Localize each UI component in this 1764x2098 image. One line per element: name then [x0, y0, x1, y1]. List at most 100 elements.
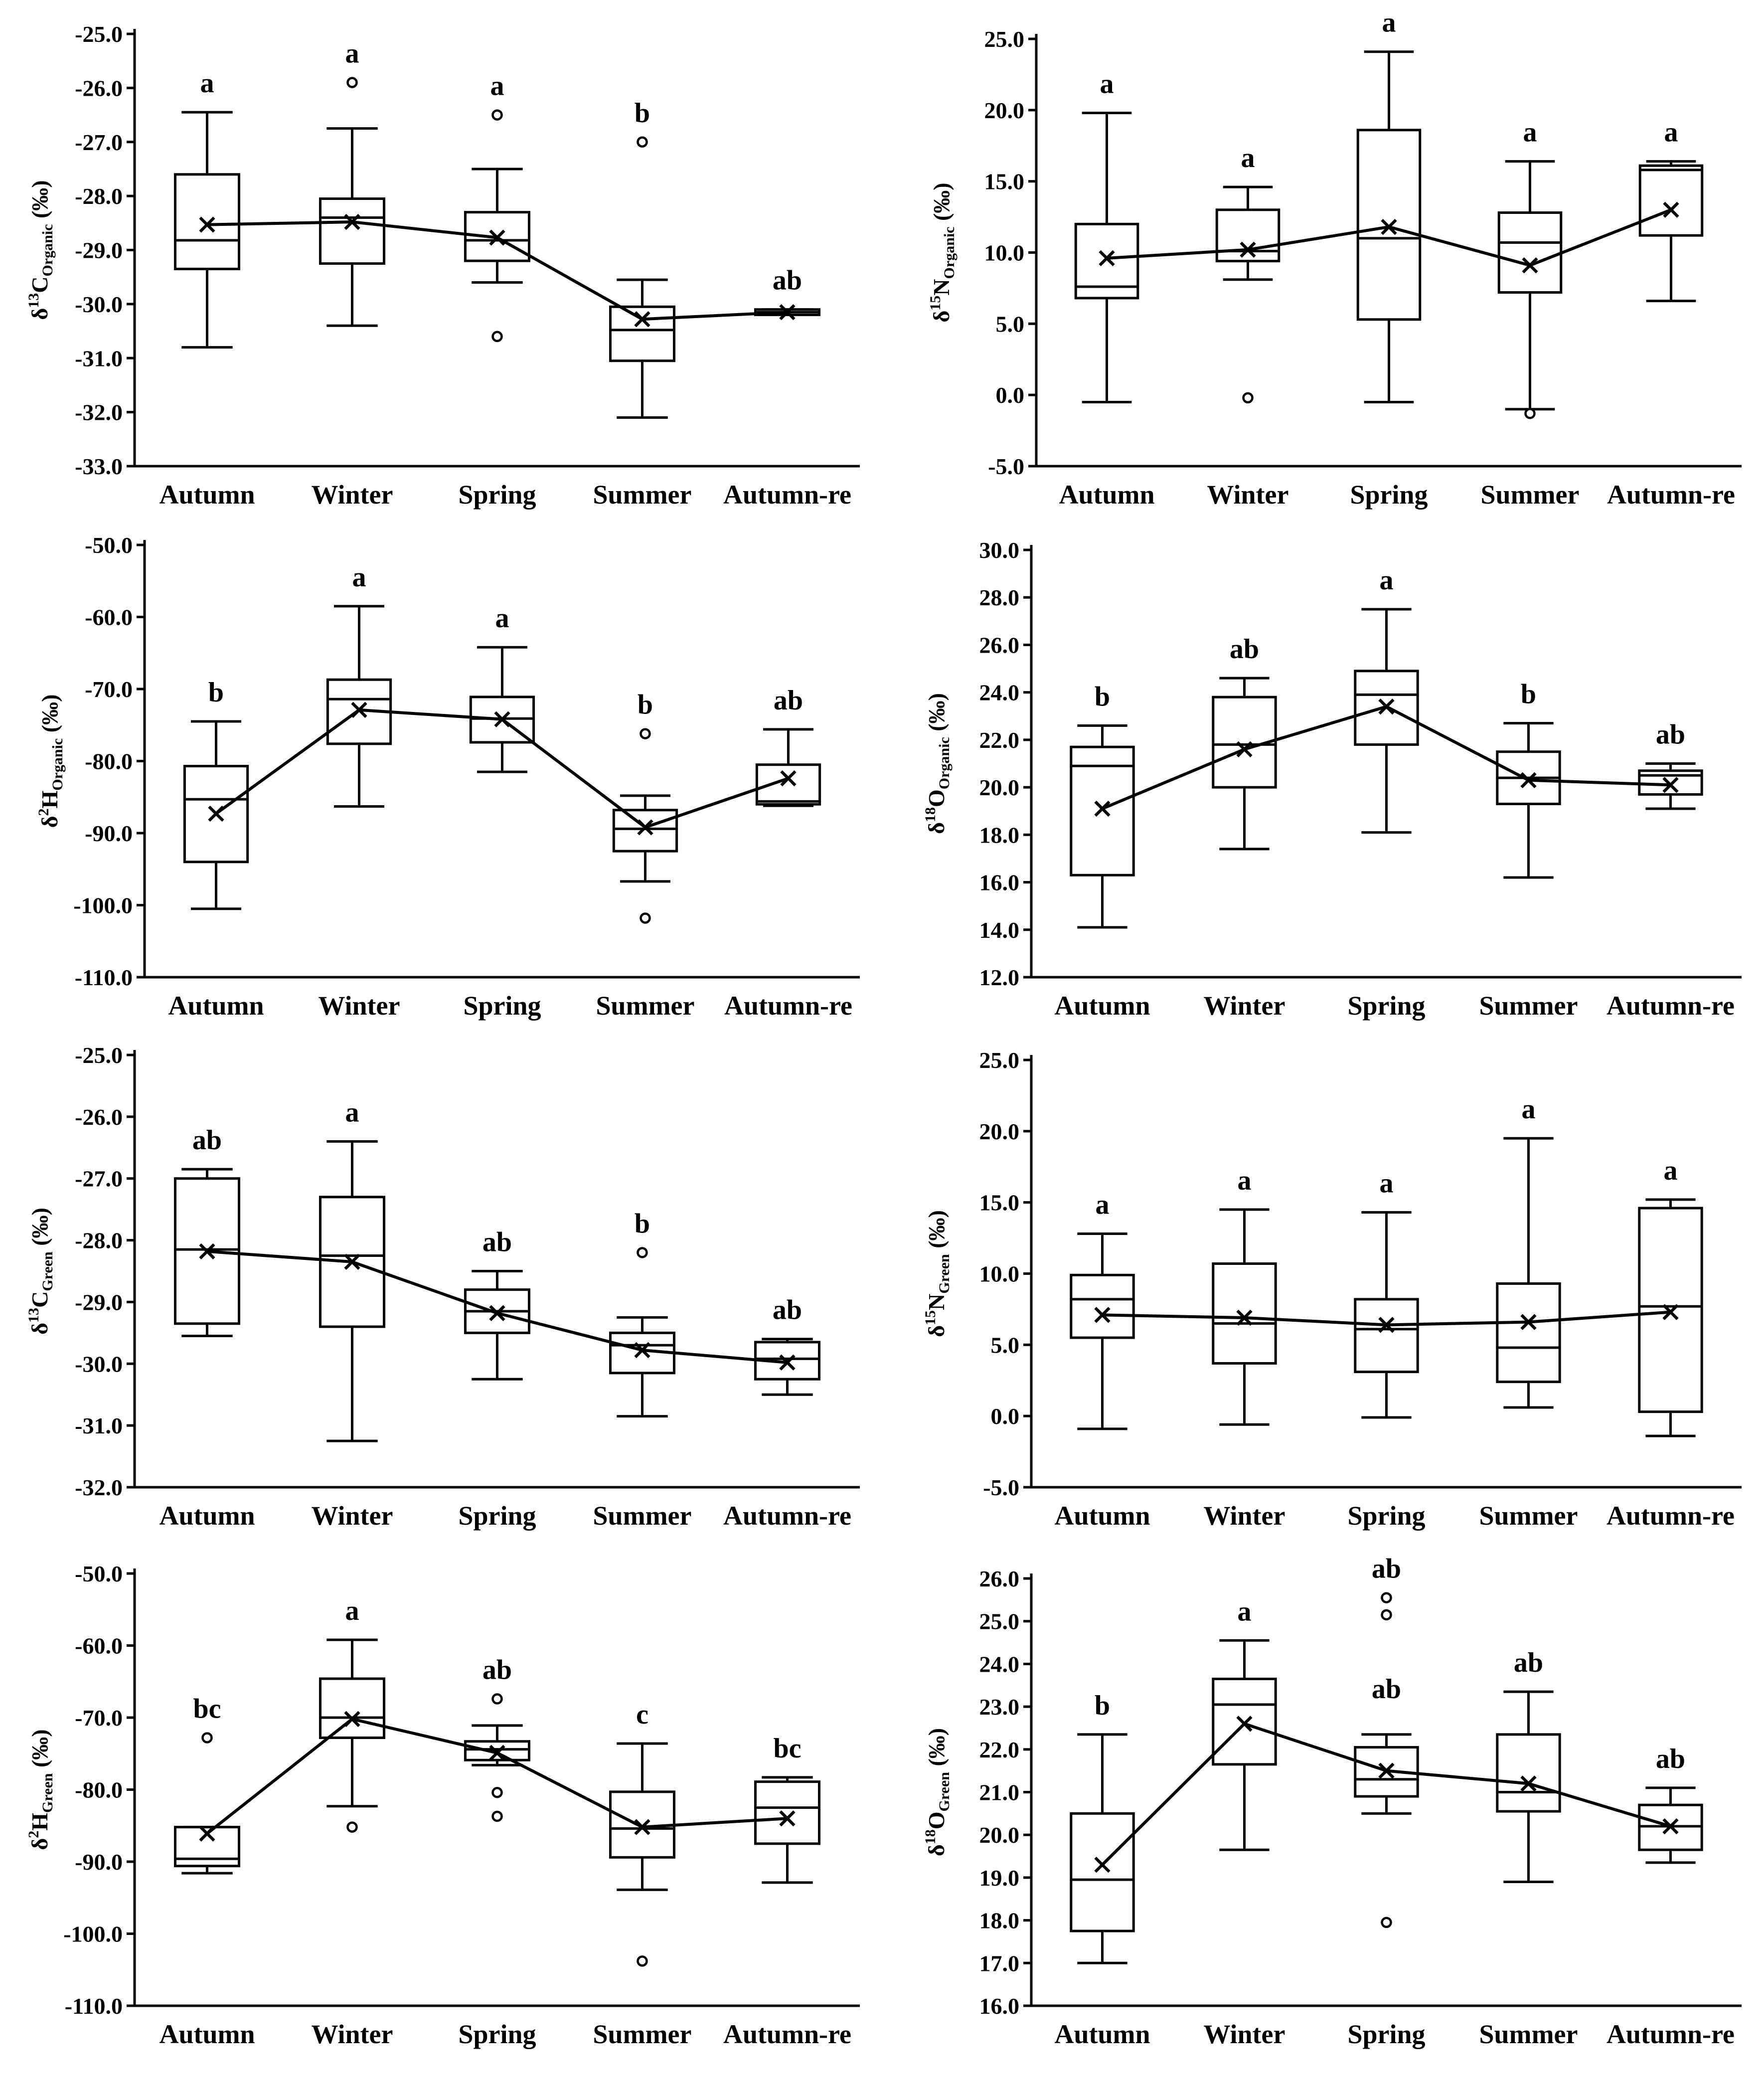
outlier-point: [1381, 1917, 1392, 1928]
y-tick-label: 14.0: [979, 917, 1020, 943]
x-category-label: Autumn: [159, 2019, 255, 2049]
y-title-prefix: δ: [924, 1325, 949, 1337]
y-tick-label: 20.0: [979, 1822, 1020, 1848]
iqr-box: [1496, 1733, 1561, 1813]
significance-letter: a: [1523, 117, 1537, 148]
box-winter: [319, 77, 386, 327]
y-tick-label: 15.0: [984, 169, 1025, 194]
x-category-label: Summer: [593, 1501, 692, 1531]
y-tick-label: -28.0: [75, 1228, 123, 1253]
y-title-unit: (‰): [27, 1208, 52, 1251]
mean-marker: [1662, 1304, 1679, 1320]
mean-marker: [1378, 1317, 1395, 1333]
box-summer: [609, 136, 676, 419]
mean-marker: [199, 1825, 215, 1842]
x-category-label: Summer: [1479, 1501, 1578, 1531]
outlier-point: [637, 1955, 648, 1967]
box-spring: [469, 646, 535, 773]
iqr-box: [1215, 208, 1281, 263]
y-title-prefix: δ: [924, 822, 949, 834]
x-category-label: Winter: [312, 2019, 393, 2049]
x-category-label: Winter: [1204, 1501, 1285, 1531]
box-winter: [1212, 677, 1277, 851]
x-category-label: Winter: [1204, 991, 1285, 1021]
y-title-unit: (‰): [924, 1728, 949, 1772]
box-summer: [1496, 1690, 1561, 1883]
outlier-point: [1242, 392, 1254, 404]
x-category-label: Summer: [593, 2019, 692, 2049]
y-tick-label: 16.0: [979, 870, 1020, 895]
x-category-label: Autumn: [1054, 991, 1150, 1021]
boxplot-panel-1: -33.0 -32.0 -31.0 -30.0 -29.0 -28.0 -27.0 -26.0…: [0, 0, 882, 519]
box-summer: [612, 728, 678, 924]
boxplot-panel-8: 16.0 17.0 18.0 19.0 20.0 21.0 22.0 23.0 24.0 25.0…: [882, 1540, 1764, 2058]
iqr-box: [1638, 164, 1704, 237]
y-tick-label: 19.0: [979, 1865, 1020, 1891]
iqr-box: [1070, 745, 1135, 876]
y-title-sup: 18: [922, 807, 939, 822]
y-tick-label: 18.0: [979, 1908, 1020, 1933]
y-tick-label: 28.0: [979, 585, 1020, 610]
mean-marker: [494, 711, 510, 727]
box-autumn: [173, 1732, 241, 1875]
box-winter: [319, 1638, 386, 1833]
y-tick-label: -25.0: [75, 21, 123, 47]
x-category-label: Autumn: [159, 1501, 255, 1531]
y-tick-label: -100.0: [63, 1922, 123, 1947]
y-title-prefix: δ: [27, 1323, 52, 1335]
y-tick-label: -25.0: [75, 1043, 123, 1068]
y-tick-label: 17.0: [979, 1950, 1020, 1976]
y-tick-label: 10.0: [984, 240, 1025, 266]
box-spring: [464, 1270, 531, 1381]
y-tick-label: -110.0: [65, 1993, 123, 2019]
y-tick-label: 0.0: [996, 382, 1025, 408]
x-category-label: Autumn-re: [723, 480, 851, 510]
x-category-label: Autumn: [1054, 1501, 1150, 1531]
y-title-prefix: δ: [27, 1838, 52, 1850]
outlier-point: [346, 1821, 358, 1833]
y-tick-label: 10.0: [979, 1261, 1020, 1287]
x-category-label: Winter: [319, 991, 400, 1021]
x-category-label: Summer: [1479, 2019, 1578, 2049]
boxplot-svg: -33.0 -32.0 -31.0 -30.0 -29.0 -28.0 -27.0 -26.0…: [25, 21, 860, 510]
box-autumn: [1070, 1733, 1135, 1964]
significance-letter: ab: [482, 1227, 512, 1258]
y-tick-label: 25.0: [984, 26, 1025, 52]
outlier-point: [491, 1810, 503, 1822]
box-spring: [464, 1693, 531, 1822]
significance-letter: a: [1100, 69, 1114, 100]
significance-letter: ab: [1372, 1554, 1401, 1584]
y-tick-label: 26.0: [979, 632, 1020, 658]
y-title-sup: 2: [25, 1831, 42, 1838]
y-title-sup: 18: [922, 1829, 939, 1844]
y-tick-label: 18.0: [979, 822, 1020, 848]
mean-marker: [634, 311, 650, 328]
y-tick-label: -26.0: [75, 75, 123, 101]
y-title-element: C: [27, 1291, 52, 1308]
y-tick-label: 0.0: [991, 1403, 1020, 1429]
y-title-sub: Green: [936, 1254, 953, 1294]
x-category-label: Spring: [1347, 1501, 1425, 1531]
significance-letter: b: [638, 690, 653, 720]
y-tick-label: 16.0: [979, 1993, 1020, 2019]
outlier-point: [491, 1693, 503, 1705]
mean-marker: [1378, 1762, 1395, 1779]
boxplot-svg: 12.0 14.0 16.0 18.0 20.0 22.0 24.0 26.0 28.0 30.0…: [922, 537, 1742, 1021]
y-tick-label: -32.0: [75, 400, 123, 425]
box-spring: [1354, 1211, 1419, 1419]
mean-marker: [1381, 218, 1397, 235]
box-autumn: [1074, 112, 1139, 403]
iqr-box: [1497, 211, 1563, 294]
x-category-label: Spring: [1350, 480, 1428, 510]
y-tick-label: 30.0: [979, 537, 1020, 563]
outlier-point: [637, 136, 648, 148]
x-category-label: Spring: [463, 991, 541, 1021]
y-tick-label: 22.0: [979, 1737, 1020, 1762]
significance-letter: a: [345, 1595, 359, 1626]
iqr-box: [754, 1780, 821, 1845]
y-title-unit: (‰): [27, 180, 52, 224]
box-winter: [1212, 1639, 1277, 1851]
significance-letter: b: [208, 677, 224, 708]
y-axis-title: δ15NOrganic (‰): [927, 182, 958, 322]
box-summer: [1496, 722, 1561, 879]
